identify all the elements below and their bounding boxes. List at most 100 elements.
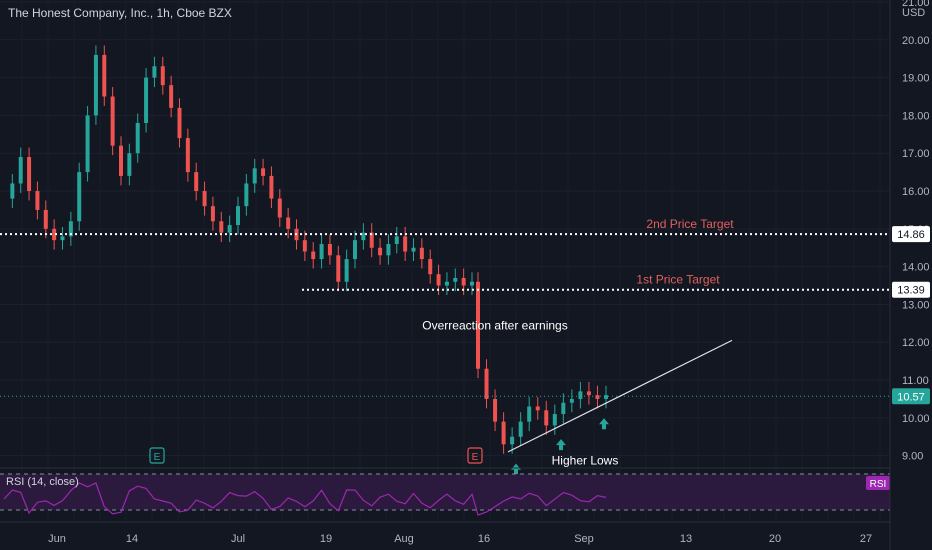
currency-label: USD [902, 7, 925, 19]
candle-body [127, 153, 132, 176]
price-tick: 16.00 [902, 186, 930, 198]
candle-body [210, 206, 215, 222]
price-tick: 19.00 [902, 73, 930, 85]
up-arrow-icon [511, 463, 521, 475]
candle-body [144, 77, 149, 123]
rsi-line [3, 482, 607, 516]
candle-body [261, 168, 266, 176]
candle-body [586, 391, 591, 396]
candle-body [27, 157, 32, 192]
candle-body [35, 191, 40, 210]
candle-body [527, 406, 532, 422]
candle-body [319, 243, 324, 260]
candle-body [52, 228, 57, 241]
price-tick: 10.00 [902, 413, 930, 425]
time-tick: Jun [48, 533, 66, 545]
earnings-marker-label: E [154, 452, 161, 463]
time-tick: 19 [320, 533, 332, 545]
time-tick: Aug [394, 533, 414, 545]
time-tick: Jul [231, 533, 245, 545]
candle-body [169, 85, 174, 108]
candle-body [595, 395, 600, 399]
candle-body [369, 232, 374, 248]
candle-body [353, 240, 357, 260]
up-arrow-icon [599, 418, 609, 430]
candle-body [110, 96, 115, 146]
candle-body [578, 391, 583, 399]
price-label-bg [892, 388, 930, 405]
price-tick: 12.00 [902, 337, 930, 349]
price-tick: 13.00 [902, 299, 930, 311]
candle-body [484, 368, 489, 399]
price-tick: 14.00 [902, 262, 930, 274]
price-label: 10.57 [897, 391, 925, 403]
candle-body [361, 232, 366, 241]
trendline-higher-lows [507, 339, 733, 453]
candle-body [510, 436, 515, 445]
candle-body [227, 225, 232, 233]
trendline [507, 339, 733, 475]
annotations: Overreaction after earnings Higher Lows [422, 318, 618, 467]
candle-body [327, 243, 332, 256]
price-tick: 11.00 [902, 375, 929, 387]
earnings-marker-icon [467, 447, 483, 464]
candlestick-series [10, 45, 608, 454]
price-axis: 21.0020.0019.0018.0017.0016.0015.0014.00… [889, 0, 932, 550]
candle-body [68, 221, 73, 237]
time-tick: 16 [478, 533, 490, 545]
candle-body [60, 236, 65, 241]
candle-body [561, 402, 566, 415]
candle-body [604, 395, 608, 399]
time-tick: Sep [574, 533, 594, 545]
candle-body [277, 198, 282, 218]
candle-body [85, 115, 90, 173]
candle-body [436, 274, 441, 286]
candle-body [476, 281, 480, 369]
candle-body [43, 209, 48, 229]
candle-body [535, 406, 540, 411]
price-tick: 18.00 [902, 110, 930, 122]
rsi-pane: RSI40.00 [0, 467, 932, 523]
candle-body [419, 247, 424, 260]
rsi-title: RSI (14, close) [6, 476, 79, 488]
candle-body [194, 172, 199, 192]
chart-grid [0, 1, 890, 457]
earnings-marker-label: E [472, 452, 479, 463]
candle-body [102, 54, 107, 97]
candle-body [461, 277, 466, 286]
candle-body [286, 217, 291, 229]
candle-body [119, 145, 123, 176]
candle-body [269, 175, 274, 199]
candle-body [93, 54, 98, 116]
price-label-bg [892, 226, 930, 243]
earnings-marker-icon [149, 447, 165, 464]
price-label: 13.39 [897, 285, 925, 297]
candle-body [152, 66, 157, 78]
candle-body [569, 398, 574, 403]
price-label: 14.86 [897, 229, 925, 241]
candle-body [185, 138, 190, 173]
candle-body [77, 172, 82, 222]
candle-body [403, 236, 408, 252]
candle-body [518, 421, 523, 437]
candle-body [18, 157, 23, 184]
price-tick: 20.00 [902, 35, 930, 47]
time-tick: 27 [860, 533, 872, 545]
candle-body [336, 255, 341, 282]
candle-body [236, 206, 240, 226]
price-target-levels: 2nd Price Target 1st Price Target [0, 217, 890, 397]
price-tick: 17.00 [902, 148, 930, 160]
candle-body [202, 191, 207, 207]
annotation-higher-lows: Higher Lows [552, 454, 619, 468]
session-separators [21, 0, 881, 520]
rsi-badge: RSI [870, 479, 887, 490]
chart-title: The Honest Company, Inc., 1h, Cboe BZX [8, 6, 232, 20]
level-label-2nd: 2nd Price Target [646, 217, 734, 231]
candle-body [428, 259, 433, 275]
candle-body [135, 122, 140, 154]
up-arrow-icon [556, 439, 566, 451]
candle-body [244, 183, 249, 207]
price-tick: 9.00 [902, 451, 923, 463]
